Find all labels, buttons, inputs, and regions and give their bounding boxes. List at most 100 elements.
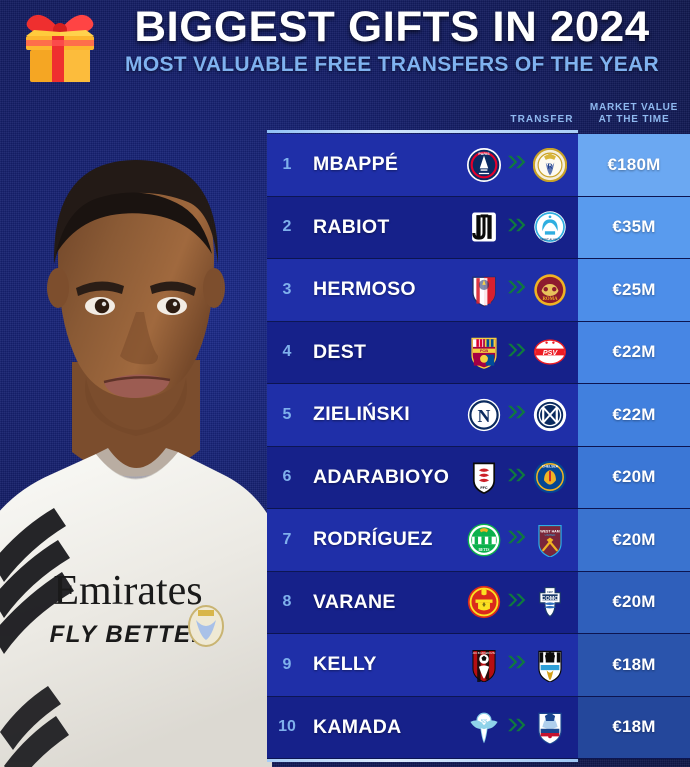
transfer-cell bbox=[456, 197, 578, 259]
rank-number: 2 bbox=[282, 218, 292, 236]
player-name: ZIELIŃSKI bbox=[313, 403, 410, 426]
double-chevron-right-icon bbox=[506, 592, 528, 613]
row-main: 3 HERMOSO bbox=[267, 259, 578, 322]
newcastle-crest-icon bbox=[532, 648, 568, 682]
player-name: DEST bbox=[313, 340, 367, 363]
kit-club-crest-icon bbox=[188, 605, 224, 647]
rank-number: 1 bbox=[282, 155, 292, 173]
page-subtitle: MOST VALUABLE FREE TRANSFERS OF THE YEAR bbox=[125, 53, 659, 76]
transfer-cell bbox=[456, 134, 578, 196]
rank-number: 8 bbox=[282, 593, 292, 611]
player-name: RODRÍGUEZ bbox=[313, 528, 433, 551]
napoli-crest-icon bbox=[466, 398, 502, 432]
player-name: KELLY bbox=[313, 653, 377, 676]
row-main: 7 RODRÍGUEZ bbox=[267, 509, 578, 572]
market-value: €20M bbox=[578, 509, 690, 572]
market-value: €22M bbox=[578, 321, 690, 384]
double-chevron-right-icon bbox=[506, 654, 528, 675]
row-main: 4 DEST bbox=[267, 321, 578, 384]
player-photo: Emirates FLY BETTER bbox=[0, 92, 272, 767]
table-row: 4 DEST €22M bbox=[267, 321, 690, 384]
row-main: 8 VARANE bbox=[267, 571, 578, 634]
table-top-rule bbox=[267, 130, 578, 133]
kit-sponsor-sub-text: FLY BETTER bbox=[50, 621, 211, 648]
market-value: €25M bbox=[578, 259, 690, 322]
double-chevron-right-icon bbox=[506, 279, 528, 300]
barcelona-crest-icon bbox=[466, 335, 502, 369]
table-row: 6 ADARABIOYO €20M bbox=[267, 446, 690, 509]
transfer-cell bbox=[456, 322, 578, 384]
rank-number: 7 bbox=[282, 530, 292, 548]
player-name: VARANE bbox=[313, 590, 396, 613]
double-chevron-right-icon bbox=[506, 529, 528, 550]
gift-box-icon bbox=[18, 8, 102, 88]
column-header-market-value-line1: MARKET VALUE bbox=[589, 102, 679, 113]
row-main: 2 RABIOT bbox=[267, 196, 578, 259]
rankings-rows: 1 MBAPPÉ €180M 2 RABIOT €35M 3 HERMOSO €25M 4 DEST… bbox=[267, 134, 690, 759]
header: BIGGEST GIFTS IN 2024 MOST VALUABLE FREE… bbox=[0, 0, 690, 96]
transfer-cell bbox=[456, 509, 578, 571]
double-chevron-right-icon bbox=[506, 217, 528, 238]
double-chevron-right-icon bbox=[506, 717, 528, 738]
real-madrid-crest-icon bbox=[532, 148, 568, 182]
table-bottom-rule bbox=[267, 759, 578, 762]
table-row: 3 HERMOSO €25M bbox=[267, 259, 690, 322]
row-main: 9 KELLY bbox=[267, 634, 578, 697]
transfer-cell bbox=[456, 697, 578, 759]
rank-number: 3 bbox=[282, 280, 292, 298]
bournemouth-crest-icon bbox=[466, 648, 502, 682]
column-header-transfer: TRANSFER bbox=[510, 114, 574, 125]
player-name: KAMADA bbox=[313, 715, 402, 738]
market-value: €18M bbox=[578, 634, 690, 697]
rank-number: 4 bbox=[282, 343, 292, 361]
chelsea-crest-icon bbox=[532, 460, 568, 494]
psv-crest-icon bbox=[532, 335, 568, 369]
transfer-cell bbox=[456, 384, 578, 446]
page-title: BIGGEST GIFTS IN 2024 bbox=[134, 3, 650, 51]
table-column-headers: TRANSFER MARKET VALUE AT THE TIME bbox=[267, 100, 690, 133]
rank-number: 10 bbox=[278, 718, 296, 736]
rank-number: 9 bbox=[282, 655, 292, 673]
market-value: €18M bbox=[578, 696, 690, 759]
psg-crest-icon bbox=[466, 148, 502, 182]
market-value: €35M bbox=[578, 196, 690, 259]
west-ham-crest-icon bbox=[532, 523, 568, 557]
row-main: 1 MBAPPÉ bbox=[267, 134, 578, 197]
table-row: 7 RODRÍGUEZ €20M bbox=[267, 509, 690, 572]
player-name: MBAPPÉ bbox=[313, 153, 399, 176]
transfer-cell bbox=[456, 634, 578, 696]
row-main: 10 KAMADA bbox=[267, 696, 578, 759]
player-name: RABIOT bbox=[313, 215, 390, 238]
table-row: 10 KAMADA €18M bbox=[267, 696, 690, 759]
kit-sponsor-text: Emirates bbox=[53, 568, 202, 614]
row-main: 5 ZIELIŃSKI bbox=[267, 384, 578, 447]
double-chevron-right-icon bbox=[506, 342, 528, 363]
man-united-crest-icon bbox=[466, 585, 502, 619]
inter-crest-icon bbox=[532, 398, 568, 432]
rank-number: 6 bbox=[282, 468, 292, 486]
player-name: ADARABIOYO bbox=[313, 465, 450, 488]
market-value: €20M bbox=[578, 446, 690, 509]
lazio-crest-icon bbox=[466, 710, 502, 744]
marseille-crest-icon bbox=[532, 210, 568, 244]
column-header-market-value: MARKET VALUE AT THE TIME bbox=[578, 102, 690, 126]
table-row: 5 ZIELIŃSKI €22M bbox=[267, 384, 690, 447]
market-value: €20M bbox=[578, 571, 690, 634]
transfer-cell bbox=[456, 447, 578, 509]
como-crest-icon bbox=[532, 585, 568, 619]
row-main: 6 ADARABIOYO bbox=[267, 446, 578, 509]
table-row: 9 KELLY €18M bbox=[267, 634, 690, 697]
player-name: HERMOSO bbox=[313, 278, 416, 301]
table-row: 2 RABIOT €35M bbox=[267, 196, 690, 259]
transfer-cell bbox=[456, 572, 578, 634]
rank-number: 5 bbox=[282, 405, 292, 423]
market-value: €180M bbox=[578, 134, 690, 197]
double-chevron-right-icon bbox=[506, 467, 528, 488]
real-betis-crest-icon bbox=[466, 523, 502, 557]
column-header-market-value-line2: AT THE TIME bbox=[598, 114, 670, 125]
crystal-palace-crest-icon bbox=[532, 710, 568, 744]
fulham-crest-icon bbox=[466, 460, 502, 494]
atletico-crest-icon bbox=[466, 273, 502, 307]
table-row: 1 MBAPPÉ €180M bbox=[267, 134, 690, 197]
juventus-crest-icon bbox=[466, 210, 502, 244]
